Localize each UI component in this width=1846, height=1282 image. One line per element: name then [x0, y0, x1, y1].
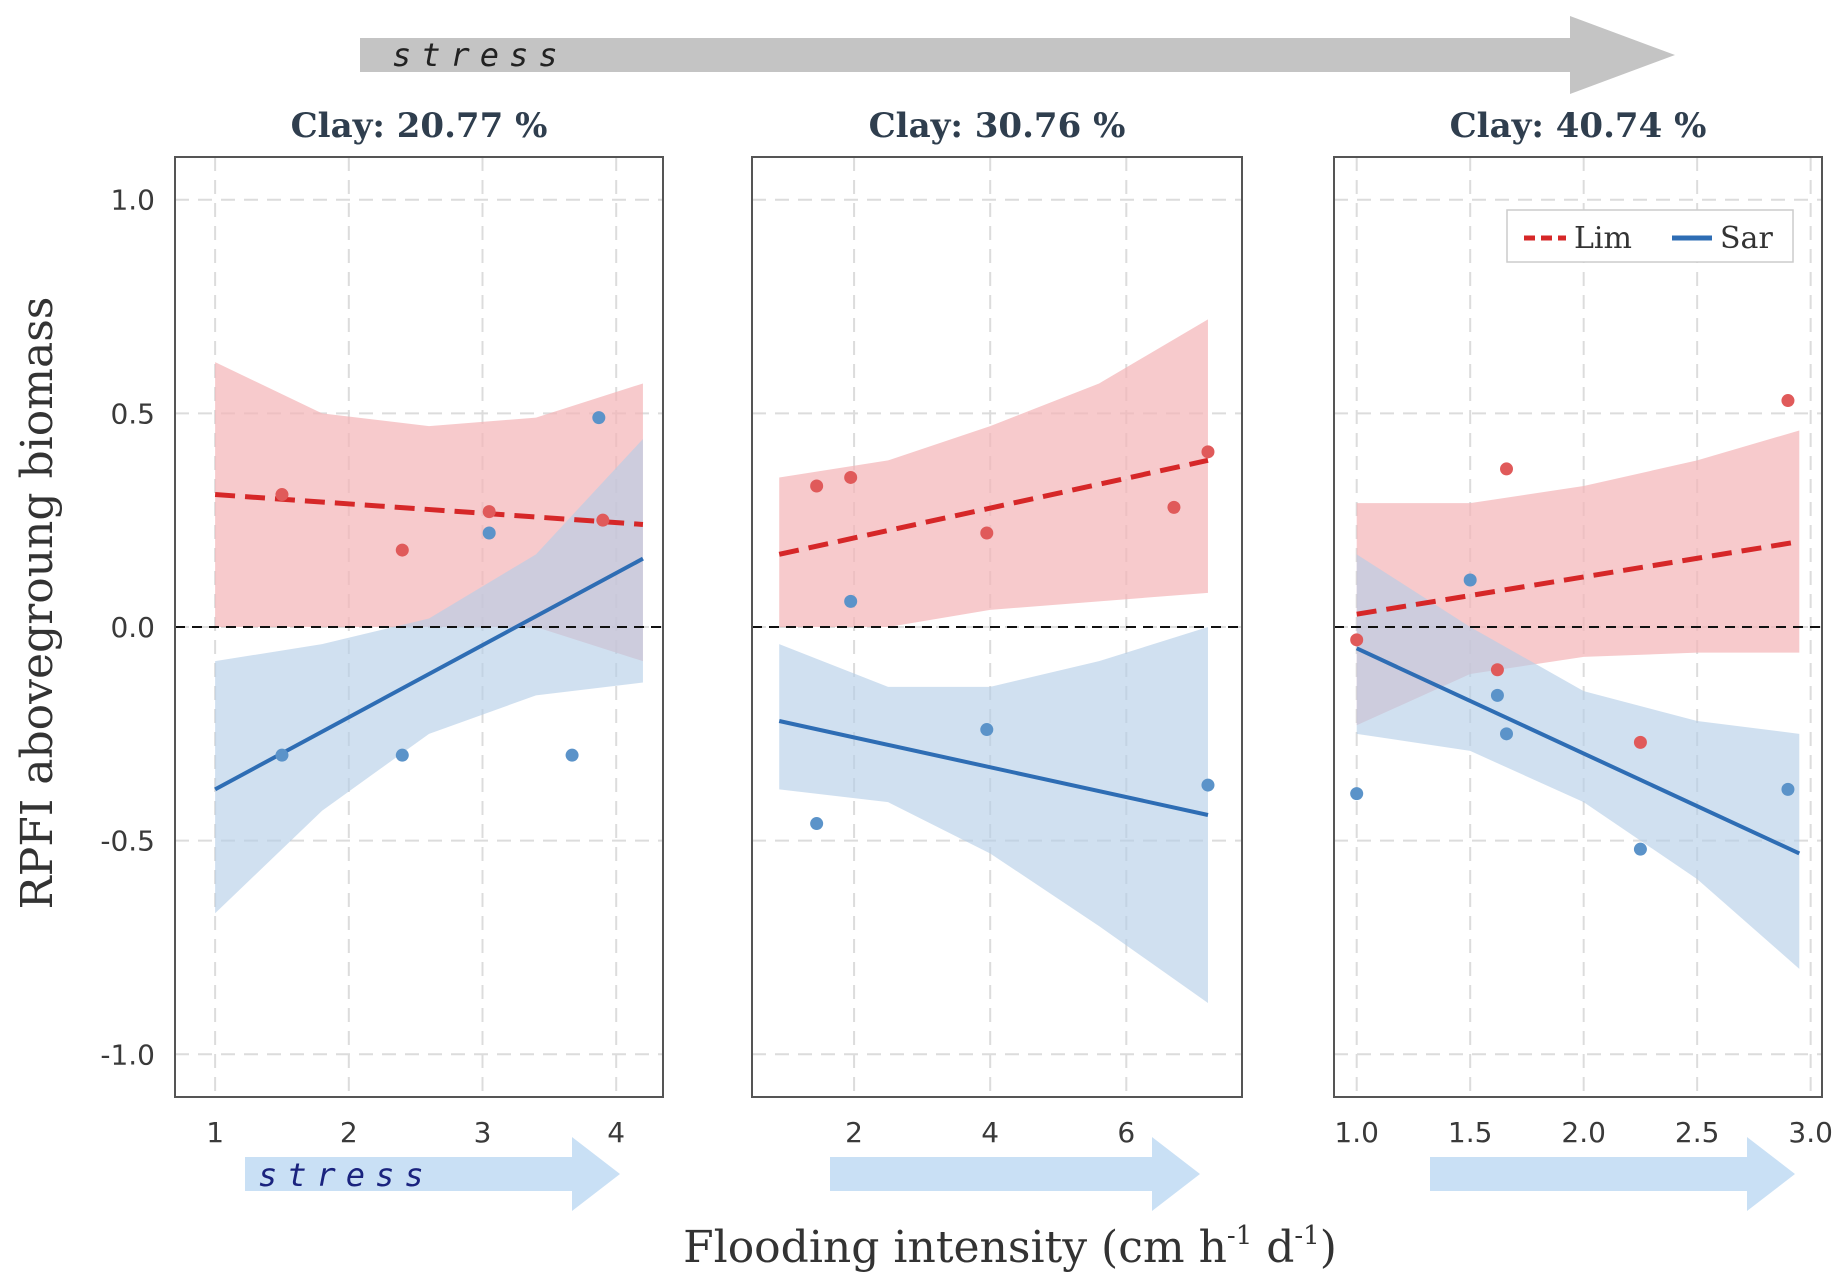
x-axis-label-sup2: -1 [1294, 1221, 1319, 1251]
bottom-arrow-shape [245, 1137, 620, 1211]
x-tick-label: 2.0 [1561, 1116, 1606, 1149]
lim-data-point [1167, 500, 1181, 514]
x-tick-label: 3 [474, 1116, 492, 1149]
sar-data-point [592, 411, 606, 425]
bottom-stress-arrow-1: stress [245, 1137, 620, 1211]
x-axis-label-end: ) [1320, 1222, 1337, 1273]
bottom-arrow-shape [830, 1137, 1200, 1211]
lim-data-point [810, 479, 824, 493]
bottom-stress-arrow-2 [830, 1137, 1200, 1211]
lim-fit-line [214, 492, 644, 527]
legend-box [1506, 209, 1794, 263]
panel-title: Clay: 20.77 % [291, 106, 548, 146]
lim-data-point [1500, 462, 1514, 476]
x-axis-label-mid: d [1252, 1222, 1294, 1273]
panel-title: Clay: 30.76 % [869, 106, 1126, 146]
x-axis-label-sup1: -1 [1227, 1221, 1252, 1251]
y-tick-label: 0.5 [110, 397, 155, 430]
lim-data-point [275, 488, 289, 502]
lim-fit-line [778, 457, 1209, 557]
x-tick-label: 2 [845, 1116, 863, 1149]
lim-data-point [596, 513, 610, 527]
lim-data-point [395, 543, 409, 557]
x-tick-label: 4 [981, 1116, 999, 1149]
sar-data-point [1490, 688, 1504, 702]
y-tick-label: -1.0 [100, 1038, 155, 1071]
y-tick-label: 1.0 [110, 184, 155, 217]
x-tick-label: 2.5 [1675, 1116, 1720, 1149]
y-tick-label: 0.0 [110, 611, 155, 644]
lim-data-point [1490, 663, 1504, 677]
lim-data-point [1201, 445, 1215, 459]
panel-2: Clay: 30.76 % 2 4 6 [751, 106, 1243, 1211]
lim-data-point [1633, 735, 1647, 749]
sar-fit-line [1355, 646, 1801, 856]
lim-data-point [844, 470, 858, 484]
sar-data-point [1781, 782, 1795, 796]
x-tick-label: 1.5 [1448, 1116, 1493, 1149]
sar-fit-line [778, 719, 1209, 817]
top-arrow-shape [360, 16, 1675, 94]
x-axis-label: Flooding intensity (cm h-1 d-1) [683, 1221, 1337, 1273]
legend-lim-label: Lim [1574, 221, 1632, 256]
sar-data-point [1500, 727, 1514, 741]
bottom-arrow-shape [1430, 1137, 1795, 1211]
plot-frame [1333, 156, 1823, 1098]
panel-3: Clay: 40.74 % 1.0 1.5 2.0 2.5 3.0 Lim Sar [1333, 106, 1833, 1211]
legend-sar-label: Sar [1720, 221, 1773, 256]
lim-confidence-band [779, 319, 1208, 627]
panel-1: Clay: 20.77 % 1 2 3 4 -1.0 -0.5 0.0 0.5 1.0 stress [100, 106, 664, 1211]
lim-data-point [482, 505, 496, 519]
top-stress-arrow: stress [360, 16, 1675, 94]
sar-data-point [1633, 842, 1647, 856]
sar-data-point [1350, 787, 1364, 801]
x-tick-label: 1.0 [1334, 1116, 1379, 1149]
x-tick-label: 6 [1117, 1116, 1135, 1149]
lim-data-point [1350, 633, 1364, 647]
sar-data-point [980, 723, 994, 737]
x-tick-label: 3.0 [1788, 1116, 1833, 1149]
sar-data-point [844, 594, 858, 608]
bottom-arrow-label: stress [258, 1156, 434, 1194]
x-tick-label: 4 [607, 1116, 625, 1149]
plot-frame [174, 156, 664, 1098]
lim-data-point [980, 526, 994, 540]
x-axis-label-main: Flooding intensity (cm h [683, 1222, 1227, 1273]
sar-data-point [395, 748, 409, 762]
x-tick-label: 2 [340, 1116, 358, 1149]
panels: Clay: 20.77 % 1 2 3 4 -1.0 -0.5 0.0 0.5 1.0 stress… [100, 106, 1833, 1211]
plot-frame [751, 156, 1243, 1098]
lim-fit-line [1356, 539, 1800, 617]
bottom-stress-arrow-3 [1430, 1137, 1795, 1211]
sar-data-point [565, 748, 579, 762]
sar-confidence-band [779, 627, 1208, 1003]
sar-data-point [482, 526, 496, 540]
legend: Lim Sar [1506, 209, 1794, 263]
sar-data-point [275, 748, 289, 762]
sar-data-point [810, 817, 824, 831]
sar-data-point [1201, 778, 1215, 792]
sar-confidence-band [1356, 554, 1800, 969]
y-tick-label: -0.5 [100, 825, 155, 858]
lim-data-point [1781, 394, 1795, 408]
sar-data-point [1463, 573, 1477, 587]
y-axis-label: RPFI abovegroung biomass [12, 297, 63, 910]
x-tick-label: 1 [206, 1116, 224, 1149]
panel-title: Clay: 40.74 % [1450, 106, 1707, 146]
top-arrow-label: stress [392, 36, 568, 74]
